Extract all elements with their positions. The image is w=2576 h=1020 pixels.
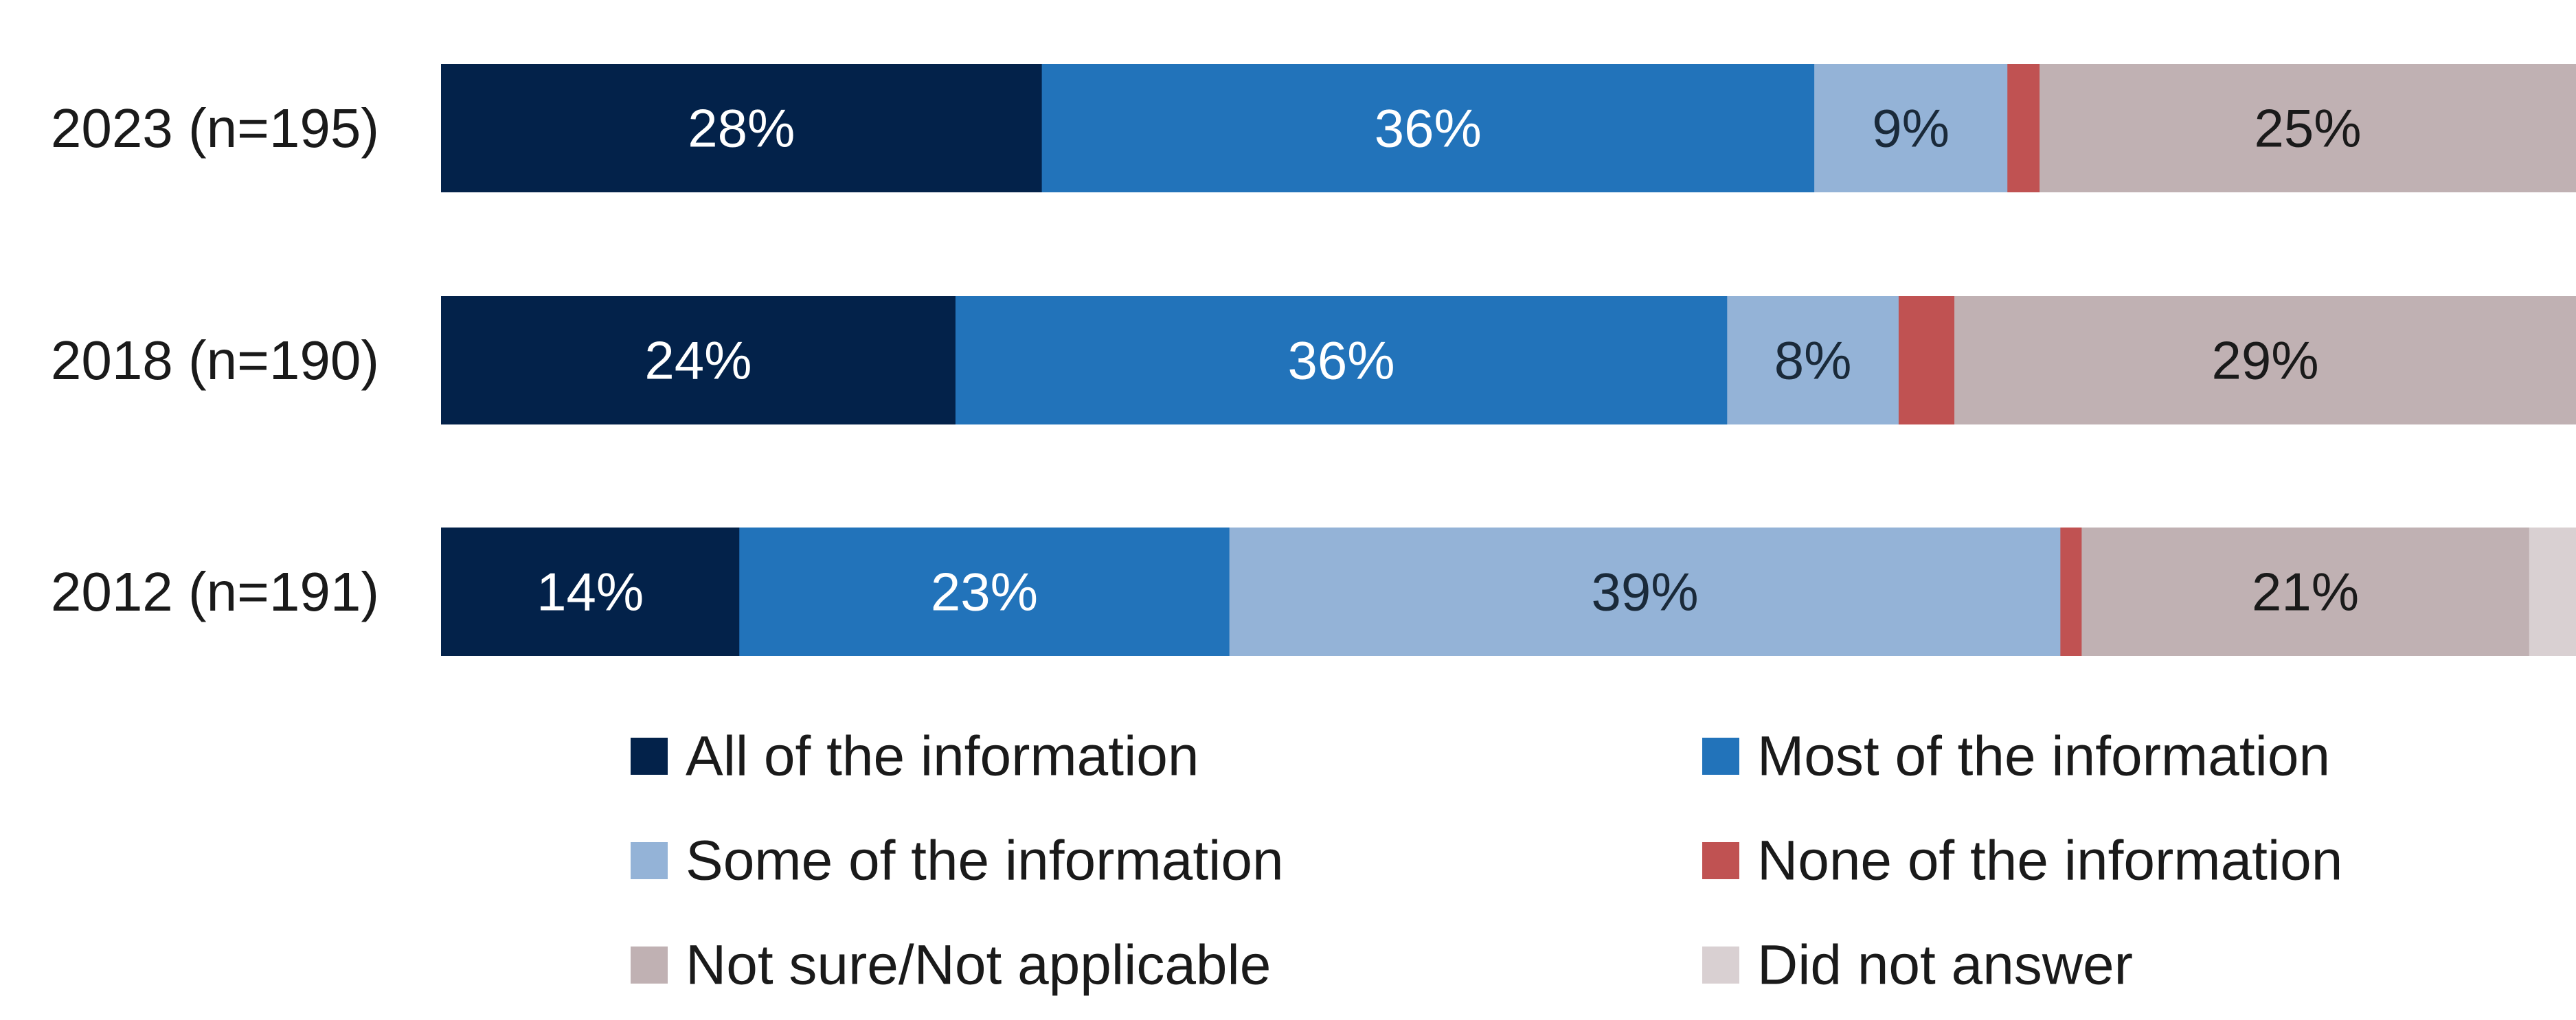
bar-segment-not-sure-not-applicable (2081, 528, 2530, 656)
bar-segment-none-of-the-information (2007, 64, 2040, 192)
data-label: 23% (931, 562, 1038, 622)
legend-label: Some of the information (686, 830, 1284, 892)
bar-segment-none-of-the-information (2060, 528, 2082, 656)
legend-swatch-most-of-the-information (1702, 738, 1739, 775)
bar-segment-some-of-the-information (1727, 296, 1899, 424)
legend-swatch-not-sure-not-applicable (631, 947, 668, 984)
legend: All of the information Most of the inform… (631, 725, 2342, 997)
category-label: 2012 (n=191) (51, 561, 379, 622)
data-label: 24% (644, 330, 752, 391)
legend-swatch-did-not-answer (1702, 947, 1739, 984)
legend-label: Not sure/Not applicable (686, 934, 1271, 997)
data-label: 36% (1288, 330, 1395, 391)
legend-label: Most of the information (1757, 725, 2330, 788)
bar-segment-most-of-the-information (955, 296, 1728, 424)
bar-segment-not-sure-not-applicable (2040, 64, 2576, 192)
bars-layer (441, 64, 2576, 656)
bar-segment-none-of-the-information (1898, 296, 1955, 424)
data-label: 21% (2252, 562, 2359, 622)
data-label: 39% (1591, 562, 1698, 622)
bar-segment-some-of-the-information (1229, 528, 2061, 656)
bar-segment-all-of-the-information (441, 64, 1043, 192)
legend-label: All of the information (686, 725, 1199, 788)
bar-segment-most-of-the-information (739, 528, 1230, 656)
data-label: 28% (688, 98, 795, 159)
legend-swatch-all-of-the-information (631, 738, 668, 775)
bar-segment-some-of-the-information (1814, 64, 2008, 192)
bar-segment-all-of-the-information (441, 528, 740, 656)
data-label: 9% (1872, 98, 1950, 159)
legend-label: Did not answer (1757, 934, 2133, 997)
bar-segment-not-sure-not-applicable (1954, 296, 2576, 424)
bar-segment-did-not-answer (2529, 528, 2576, 656)
data-label: 25% (2254, 98, 2361, 159)
bar-segment-all-of-the-information (441, 296, 956, 424)
data-label: 14% (536, 562, 644, 622)
data-label: 8% (1774, 330, 1852, 391)
category-label: 2023 (n=195) (51, 98, 379, 159)
data-label: 29% (2211, 330, 2318, 391)
data-label: 36% (1375, 98, 1482, 159)
legend-swatch-some-of-the-information (631, 842, 668, 879)
legend-label: None of the information (1757, 830, 2342, 892)
category-label: 2018 (n=190) (51, 330, 379, 391)
bar-segment-most-of-the-information (1041, 64, 1815, 192)
labels-layer: 2023 (n=195) 28% 36% 9% 25% 2018 (n=190) 24% 36… (51, 98, 2362, 622)
legend-swatch-none-of-the-information (1702, 842, 1739, 879)
